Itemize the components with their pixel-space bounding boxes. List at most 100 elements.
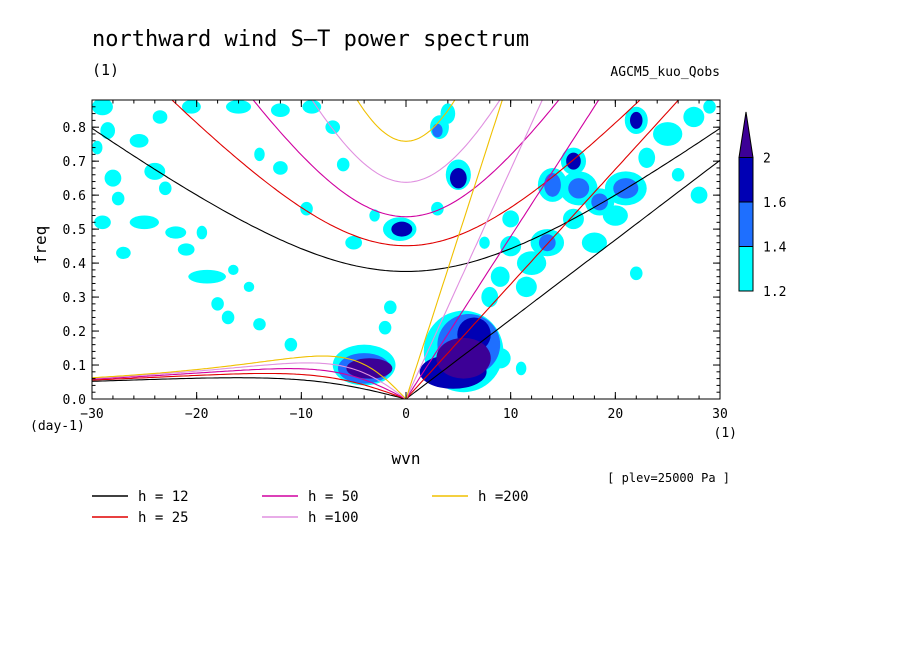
spectrum-blob [129, 133, 149, 148]
spectrum-blob [270, 103, 290, 117]
spectrum-blob [369, 209, 380, 222]
colorbar-swatch [738, 201, 754, 247]
spectrum-shading [92, 100, 716, 393]
rossby-curve-h100 [92, 362, 407, 399]
colorbar-label: 1.2 [763, 285, 786, 300]
chart-subtitle-left: (1) [92, 61, 119, 79]
spectrum-blob [602, 205, 628, 226]
x-tick-label: −30 [80, 407, 103, 422]
y-tick-label: 0.5 [63, 223, 86, 238]
x-tick-label: 10 [503, 407, 519, 422]
y-tick-label: 0.8 [63, 121, 86, 136]
legend-label: h = 50 [308, 489, 359, 505]
spectrum-blob [188, 269, 226, 284]
x-tick-label: 0 [402, 407, 410, 422]
chart-subtitle-right: AGCM5_kuo_Qobs [610, 65, 720, 80]
spectrum-blob [302, 100, 322, 114]
spectrum-blob [629, 266, 643, 281]
y-axis-label: freq [31, 226, 50, 265]
spectrum-blob [479, 236, 490, 249]
spectrum-blob [129, 215, 159, 230]
spectrum-blob [391, 221, 413, 237]
kelvin-curve-h200 [405, 100, 503, 399]
y-unit-label: (day-1) [30, 419, 85, 434]
spectrum-blob [253, 318, 266, 331]
spectrum-blob [538, 234, 556, 252]
spectrum-blob [165, 226, 187, 239]
legend-label: h = 25 [138, 510, 189, 526]
y-tick-label: 0.4 [63, 257, 87, 272]
kelvin-curve-h25 [405, 100, 680, 399]
spectrum-blob [94, 215, 111, 230]
colorbar-swatch [738, 157, 754, 203]
y-axis: 0.0 0.1 0.2 0.3 0.4 0.5 0.6 0.7 0.8 [63, 106, 720, 408]
spectrum-blob [100, 122, 116, 140]
legend-label: h =100 [308, 510, 359, 526]
kelvin-curve-h100 [405, 100, 543, 399]
spectrum-blob [671, 167, 685, 182]
spectrum-blob [346, 358, 393, 379]
colorbar-label: 1.6 [763, 196, 786, 211]
x-tick-label: 20 [608, 407, 624, 422]
y-tick-label: 0.7 [63, 155, 86, 170]
x-tick-label: −10 [290, 407, 313, 422]
spectrum-blob [243, 281, 255, 292]
gravity-curve-h200 [356, 100, 456, 142]
x-unit-label: (1) [714, 426, 737, 441]
plev-note: [ plev=25000 Pa ] [607, 471, 730, 485]
spectrum-blob [144, 162, 166, 180]
spectrum-blob [225, 100, 252, 114]
colorbar-swatch [738, 246, 754, 292]
colorbar-label: 1.4 [763, 241, 787, 256]
chart-title: northward wind S—T power spectrum [92, 27, 529, 52]
spectrum-blob [440, 103, 456, 124]
spectrum-blob [384, 300, 397, 315]
spectrum-blob [92, 140, 103, 155]
colorbar-top-triangle [738, 111, 754, 158]
spectrum-blob [481, 286, 499, 308]
spectrum-blob [490, 266, 510, 287]
spectrum-blob [581, 232, 607, 253]
spectrum-blob [254, 147, 265, 162]
spectrum-blob [92, 100, 113, 116]
legend-label: h = 12 [138, 489, 189, 505]
gravity-curve-h100 [311, 100, 501, 183]
spectrum-blob [345, 235, 363, 250]
gravity-curve-h12 [92, 127, 720, 272]
y-tick-label: 0.3 [63, 291, 86, 306]
legend-label: h =200 [478, 489, 529, 505]
spectrum-blob [449, 167, 467, 189]
spectrum-blob [629, 111, 643, 129]
rossby-curve-h25 [92, 372, 407, 399]
spectrum-blob [182, 100, 201, 114]
spectrum-blob [336, 157, 350, 172]
y-tick-label: 0.1 [63, 359, 86, 374]
spectrum-blob [432, 123, 443, 138]
legend: h = 12 h = 25 h = 50 h =100 h =200 [92, 489, 529, 526]
y-tick-label: 0.2 [63, 325, 86, 340]
spectrum-blob [515, 276, 537, 298]
x-axis: −30 −20 −10 0 10 20 30 [80, 100, 728, 422]
y-tick-label: 0.0 [63, 393, 86, 408]
spectrum-blob [683, 106, 705, 128]
spectrum-blob [152, 110, 168, 124]
colorbar-label: 2 [763, 152, 771, 167]
kelvin-curve-h12 [405, 159, 720, 399]
colorbar: 1.2 1.4 1.6 2 [738, 111, 787, 300]
spectrum-blob [228, 264, 239, 275]
rossby-curve-h12 [92, 377, 407, 399]
spectrum-blob [502, 210, 520, 228]
gravity-curve-h50 [252, 100, 560, 218]
spectrum-blob [211, 297, 224, 311]
dispersion-curves [92, 100, 720, 399]
rossby-curve-h200 [92, 355, 407, 399]
spectrum-blob [116, 246, 131, 260]
spectrum-blob [568, 178, 590, 199]
x-tick-label: −20 [185, 407, 208, 422]
spectrum-blob [284, 337, 298, 352]
y-tick-label: 0.6 [63, 189, 86, 204]
spectrum-blob [177, 243, 195, 256]
spectrum-blob [111, 191, 125, 206]
spectrum-blob [653, 122, 683, 146]
